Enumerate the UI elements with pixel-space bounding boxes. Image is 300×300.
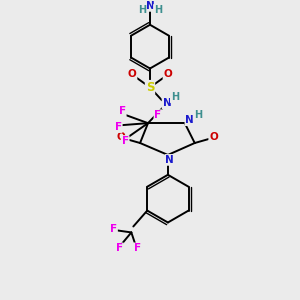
Text: O: O bbox=[128, 70, 136, 80]
Text: H: H bbox=[194, 110, 202, 120]
Text: N: N bbox=[166, 155, 174, 165]
Text: S: S bbox=[146, 81, 154, 94]
Text: N: N bbox=[146, 1, 154, 11]
Text: F: F bbox=[115, 122, 122, 132]
Text: F: F bbox=[118, 106, 126, 116]
Text: O: O bbox=[117, 132, 126, 142]
Text: H: H bbox=[154, 5, 162, 15]
Text: H: H bbox=[138, 5, 146, 15]
Text: F: F bbox=[154, 110, 161, 120]
Text: O: O bbox=[209, 132, 218, 142]
Text: N: N bbox=[185, 115, 194, 125]
Text: N: N bbox=[163, 98, 171, 108]
Text: F: F bbox=[122, 136, 129, 146]
Text: F: F bbox=[110, 224, 117, 235]
Text: H: H bbox=[171, 92, 179, 102]
Text: O: O bbox=[164, 70, 172, 80]
Text: F: F bbox=[116, 243, 123, 253]
Text: F: F bbox=[134, 243, 141, 253]
